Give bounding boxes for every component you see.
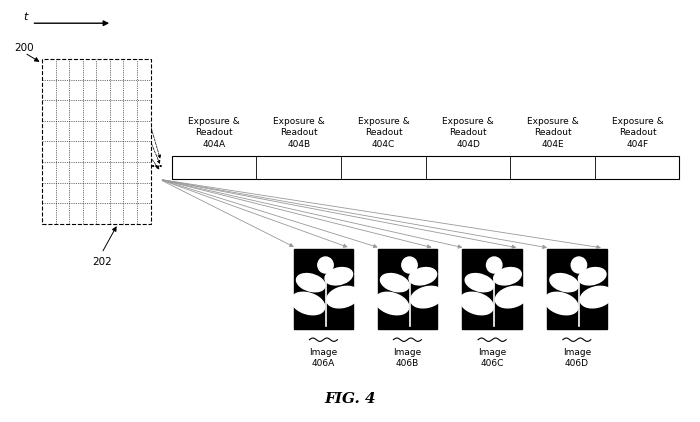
Text: Exposure &
Readout
404E: Exposure & Readout 404E: [527, 117, 579, 149]
Text: Image
406A: Image 406A: [309, 348, 337, 368]
Ellipse shape: [318, 257, 333, 273]
Text: Exposure &
Readout
404A: Exposure & Readout 404A: [188, 117, 240, 149]
Text: t: t: [24, 12, 28, 22]
Ellipse shape: [496, 286, 528, 308]
Text: Image
406D: Image 406D: [563, 348, 591, 368]
Text: ···: ···: [151, 162, 164, 172]
Ellipse shape: [486, 257, 502, 273]
Ellipse shape: [291, 292, 325, 315]
Text: Image
406B: Image 406B: [393, 348, 421, 368]
Bar: [172, 156, 679, 179]
Text: 202: 202: [92, 257, 111, 268]
Text: Exposure &
Readout
404B: Exposure & Readout 404B: [273, 117, 325, 149]
Ellipse shape: [375, 292, 409, 315]
Ellipse shape: [550, 273, 578, 292]
Ellipse shape: [545, 292, 578, 315]
Ellipse shape: [297, 273, 325, 292]
Ellipse shape: [381, 273, 409, 292]
Ellipse shape: [327, 286, 359, 308]
Text: Exposure &
Readout
404C: Exposure & Readout 404C: [358, 117, 409, 149]
Ellipse shape: [580, 286, 612, 308]
Ellipse shape: [578, 268, 606, 285]
Bar: [547, 249, 606, 329]
Ellipse shape: [460, 292, 494, 315]
Bar: [294, 249, 354, 329]
Ellipse shape: [411, 286, 443, 308]
Text: FIG. 4: FIG. 4: [324, 392, 376, 406]
Ellipse shape: [402, 257, 417, 273]
Text: Image
406C: Image 406C: [478, 348, 506, 368]
Ellipse shape: [466, 273, 493, 292]
Bar: [462, 249, 522, 329]
Text: Exposure &
Readout
404F: Exposure & Readout 404F: [612, 117, 664, 149]
Text: 200: 200: [14, 43, 34, 53]
Ellipse shape: [571, 257, 587, 273]
Bar: [42, 59, 150, 224]
Ellipse shape: [494, 268, 522, 285]
Ellipse shape: [409, 268, 437, 285]
Ellipse shape: [325, 268, 353, 285]
Bar: [378, 249, 437, 329]
Text: Exposure &
Readout
404D: Exposure & Readout 404D: [442, 117, 494, 149]
